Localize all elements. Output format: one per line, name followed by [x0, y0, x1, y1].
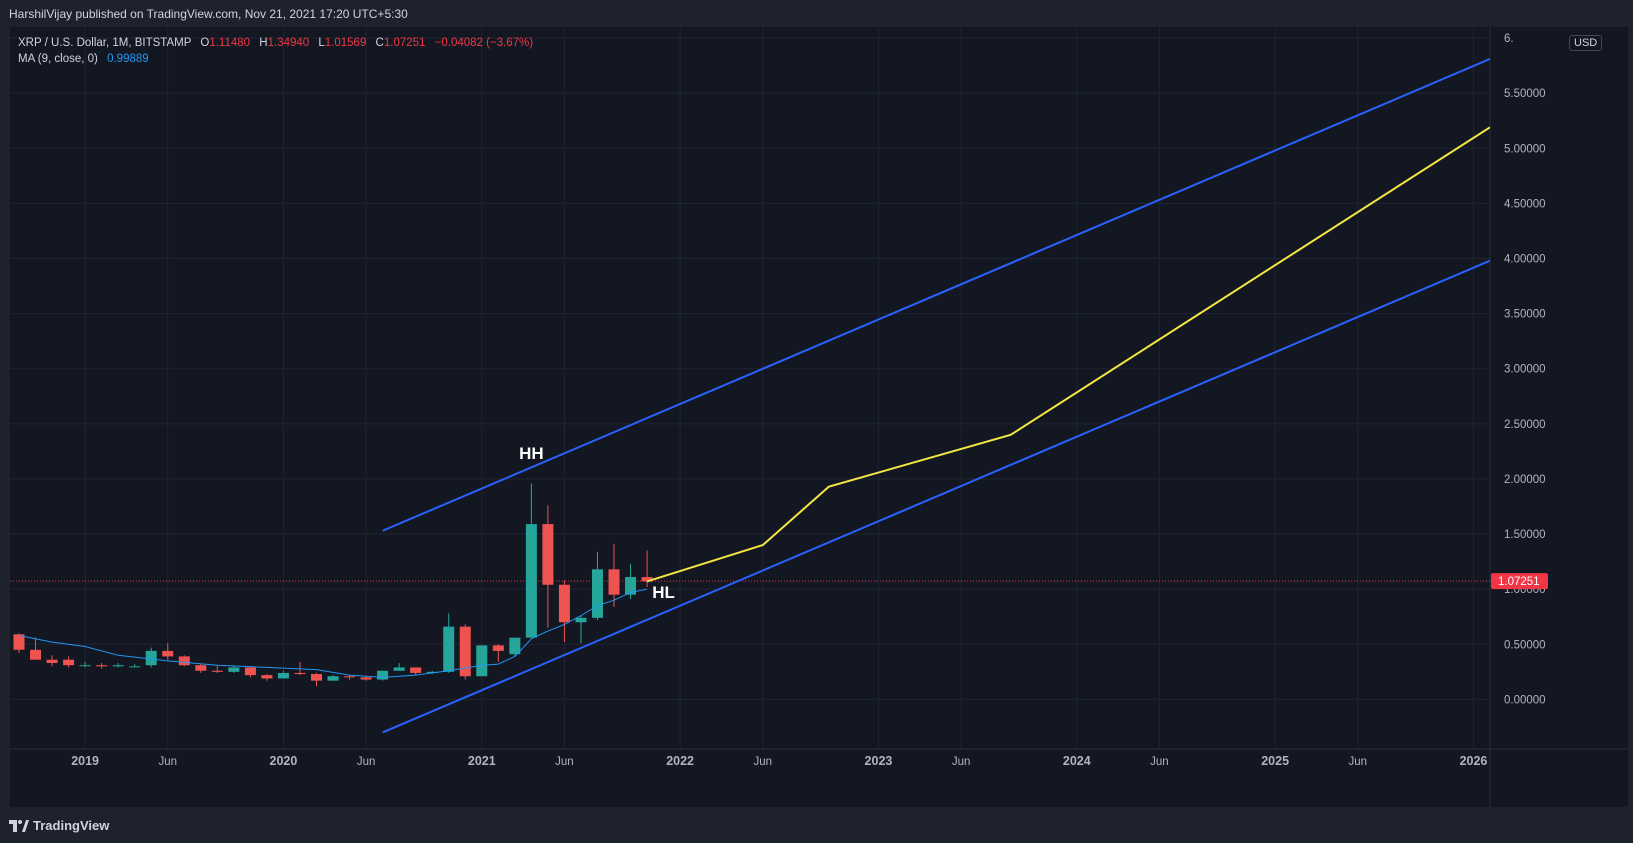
- legend-ma-label[interactable]: MA (9, close, 0): [18, 53, 98, 65]
- legend-symbol[interactable]: XRP / U.S. Dollar, 1M, BITSTAMP: [18, 37, 192, 49]
- y-tick-label: 4.50000: [1504, 198, 1546, 210]
- x-tick-label: Jun: [555, 756, 574, 768]
- x-tick-label: Jun: [753, 756, 772, 768]
- candle-body[interactable]: [195, 665, 207, 671]
- moving-average-line[interactable]: [18, 588, 648, 678]
- candle-body[interactable]: [525, 524, 537, 638]
- y-tick-label: 1.50000: [1504, 529, 1546, 541]
- candle-body[interactable]: [228, 667, 240, 672]
- x-tick-label: 2020: [270, 754, 298, 768]
- y-tick-label: 6.: [1504, 33, 1514, 45]
- candle-body[interactable]: [459, 626, 471, 677]
- x-tick-label: Jun: [1150, 756, 1169, 768]
- footer-brand[interactable]: TradingView: [33, 818, 110, 833]
- candle-body[interactable]: [63, 659, 75, 666]
- currency-badge[interactable]: USD: [1569, 35, 1603, 51]
- chart-legend: XRP / U.S. Dollar, 1M, BITSTAMP O1.11480…: [18, 35, 533, 67]
- candle-body[interactable]: [558, 584, 570, 623]
- legend-row-ma: MA (9, close, 0) 0.99889: [18, 51, 533, 67]
- x-tick-label: Jun: [357, 756, 376, 768]
- last-price-tag-label: 1.07251: [1498, 576, 1540, 588]
- candle-body[interactable]: [294, 672, 306, 675]
- candle-body[interactable]: [30, 649, 42, 660]
- x-tick-label: 2022: [666, 754, 694, 768]
- price-chart[interactable]: HHHL0.000000.500001.000001.500002.000002…: [10, 27, 1628, 807]
- candle-body[interactable]: [327, 676, 339, 681]
- last-price-tag[interactable]: [1491, 573, 1548, 590]
- candle-body[interactable]: [575, 617, 587, 623]
- candle-body[interactable]: [46, 659, 58, 664]
- candle-body[interactable]: [13, 634, 25, 650]
- candle-body[interactable]: [509, 637, 521, 655]
- annotation-hh[interactable]: HH: [519, 444, 544, 463]
- legend-close-label: C: [375, 37, 384, 49]
- candle-body[interactable]: [344, 676, 356, 678]
- candle-body[interactable]: [261, 675, 273, 679]
- y-tick-label: 0.50000: [1504, 639, 1546, 651]
- upper-channel-line[interactable]: [382, 58, 1490, 532]
- projection-path-line[interactable]: [646, 126, 1490, 583]
- y-tick-label: 3.00000: [1504, 364, 1546, 376]
- legend-low-value: 1.01569: [324, 37, 367, 49]
- candle-body[interactable]: [393, 667, 405, 671]
- plot-area[interactable]: HH HL: [10, 58, 1490, 734]
- annotation-hl[interactable]: HL: [652, 583, 675, 602]
- x-tick-label: 2024: [1063, 754, 1091, 768]
- legend-low-label: L: [318, 37, 325, 49]
- candle-body[interactable]: [410, 667, 422, 673]
- legend-row-symbol: XRP / U.S. Dollar, 1M, BITSTAMP O1.11480…: [18, 35, 533, 51]
- candle-body[interactable]: [277, 672, 289, 679]
- x-tick-label: Jun: [158, 756, 177, 768]
- x-tick-label: 2025: [1261, 754, 1289, 768]
- candle-body[interactable]: [377, 670, 389, 680]
- y-tick-label: 2.50000: [1504, 419, 1546, 431]
- candle-body[interactable]: [244, 667, 256, 676]
- candle-body[interactable]: [79, 665, 91, 667]
- candle-body[interactable]: [129, 666, 141, 668]
- candle-body[interactable]: [162, 650, 174, 657]
- candle-body[interactable]: [641, 577, 653, 582]
- candle-body[interactable]: [112, 665, 124, 667]
- candle-body[interactable]: [178, 656, 190, 666]
- candle-body[interactable]: [625, 577, 637, 595]
- candle-body[interactable]: [608, 569, 620, 595]
- candle-body[interactable]: [591, 569, 603, 618]
- candle-body[interactable]: [311, 674, 323, 681]
- y-tick-label: 5.00000: [1504, 143, 1546, 155]
- x-tick-label: 2023: [865, 754, 893, 768]
- y-tick-label: 5.50000: [1504, 88, 1546, 100]
- candle-body[interactable]: [211, 670, 223, 672]
- legend-change: −0.04082 (−3.67%): [434, 37, 534, 49]
- lower-channel-line[interactable]: [382, 259, 1490, 734]
- y-tick-label: 3.50000: [1504, 309, 1546, 321]
- candle-body[interactable]: [360, 677, 372, 680]
- candle-body[interactable]: [492, 645, 504, 651]
- y-tick-label: 4.00000: [1504, 253, 1546, 265]
- publisher-line: HarshilVijay published on TradingView.co…: [9, 7, 408, 21]
- y-tick-label: 2.00000: [1504, 474, 1546, 486]
- candle-body[interactable]: [96, 665, 108, 667]
- legend-open-label: O: [200, 37, 210, 49]
- candle-body[interactable]: [426, 671, 438, 673]
- candle-body[interactable]: [542, 524, 554, 585]
- candle-body[interactable]: [145, 650, 157, 666]
- x-tick-label: 2021: [468, 754, 496, 768]
- y-tick-label: 0.00000: [1504, 694, 1546, 706]
- legend-close-value: 1.07251: [383, 37, 426, 49]
- legend-high-value: 1.34940: [267, 37, 310, 49]
- candle-body[interactable]: [476, 645, 488, 677]
- tradingview-logo-icon[interactable]: [9, 820, 29, 832]
- x-tick-label: 2026: [1460, 754, 1488, 768]
- legend-ma-value: 0.99889: [107, 53, 149, 65]
- x-tick-label: Jun: [952, 756, 971, 768]
- chart-frame[interactable]: HH HL 0.00000 0.50000 1.00000 1.50000 2.00000 2…: [10, 27, 1628, 807]
- legend-open-value: 1.11480: [209, 37, 251, 49]
- candle-body[interactable]: [443, 626, 455, 672]
- legend-high-label: H: [259, 37, 268, 49]
- x-tick-label: 2019: [71, 754, 99, 768]
- x-tick-label: Jun: [1349, 756, 1368, 768]
- footer: TradingView: [0, 809, 1633, 843]
